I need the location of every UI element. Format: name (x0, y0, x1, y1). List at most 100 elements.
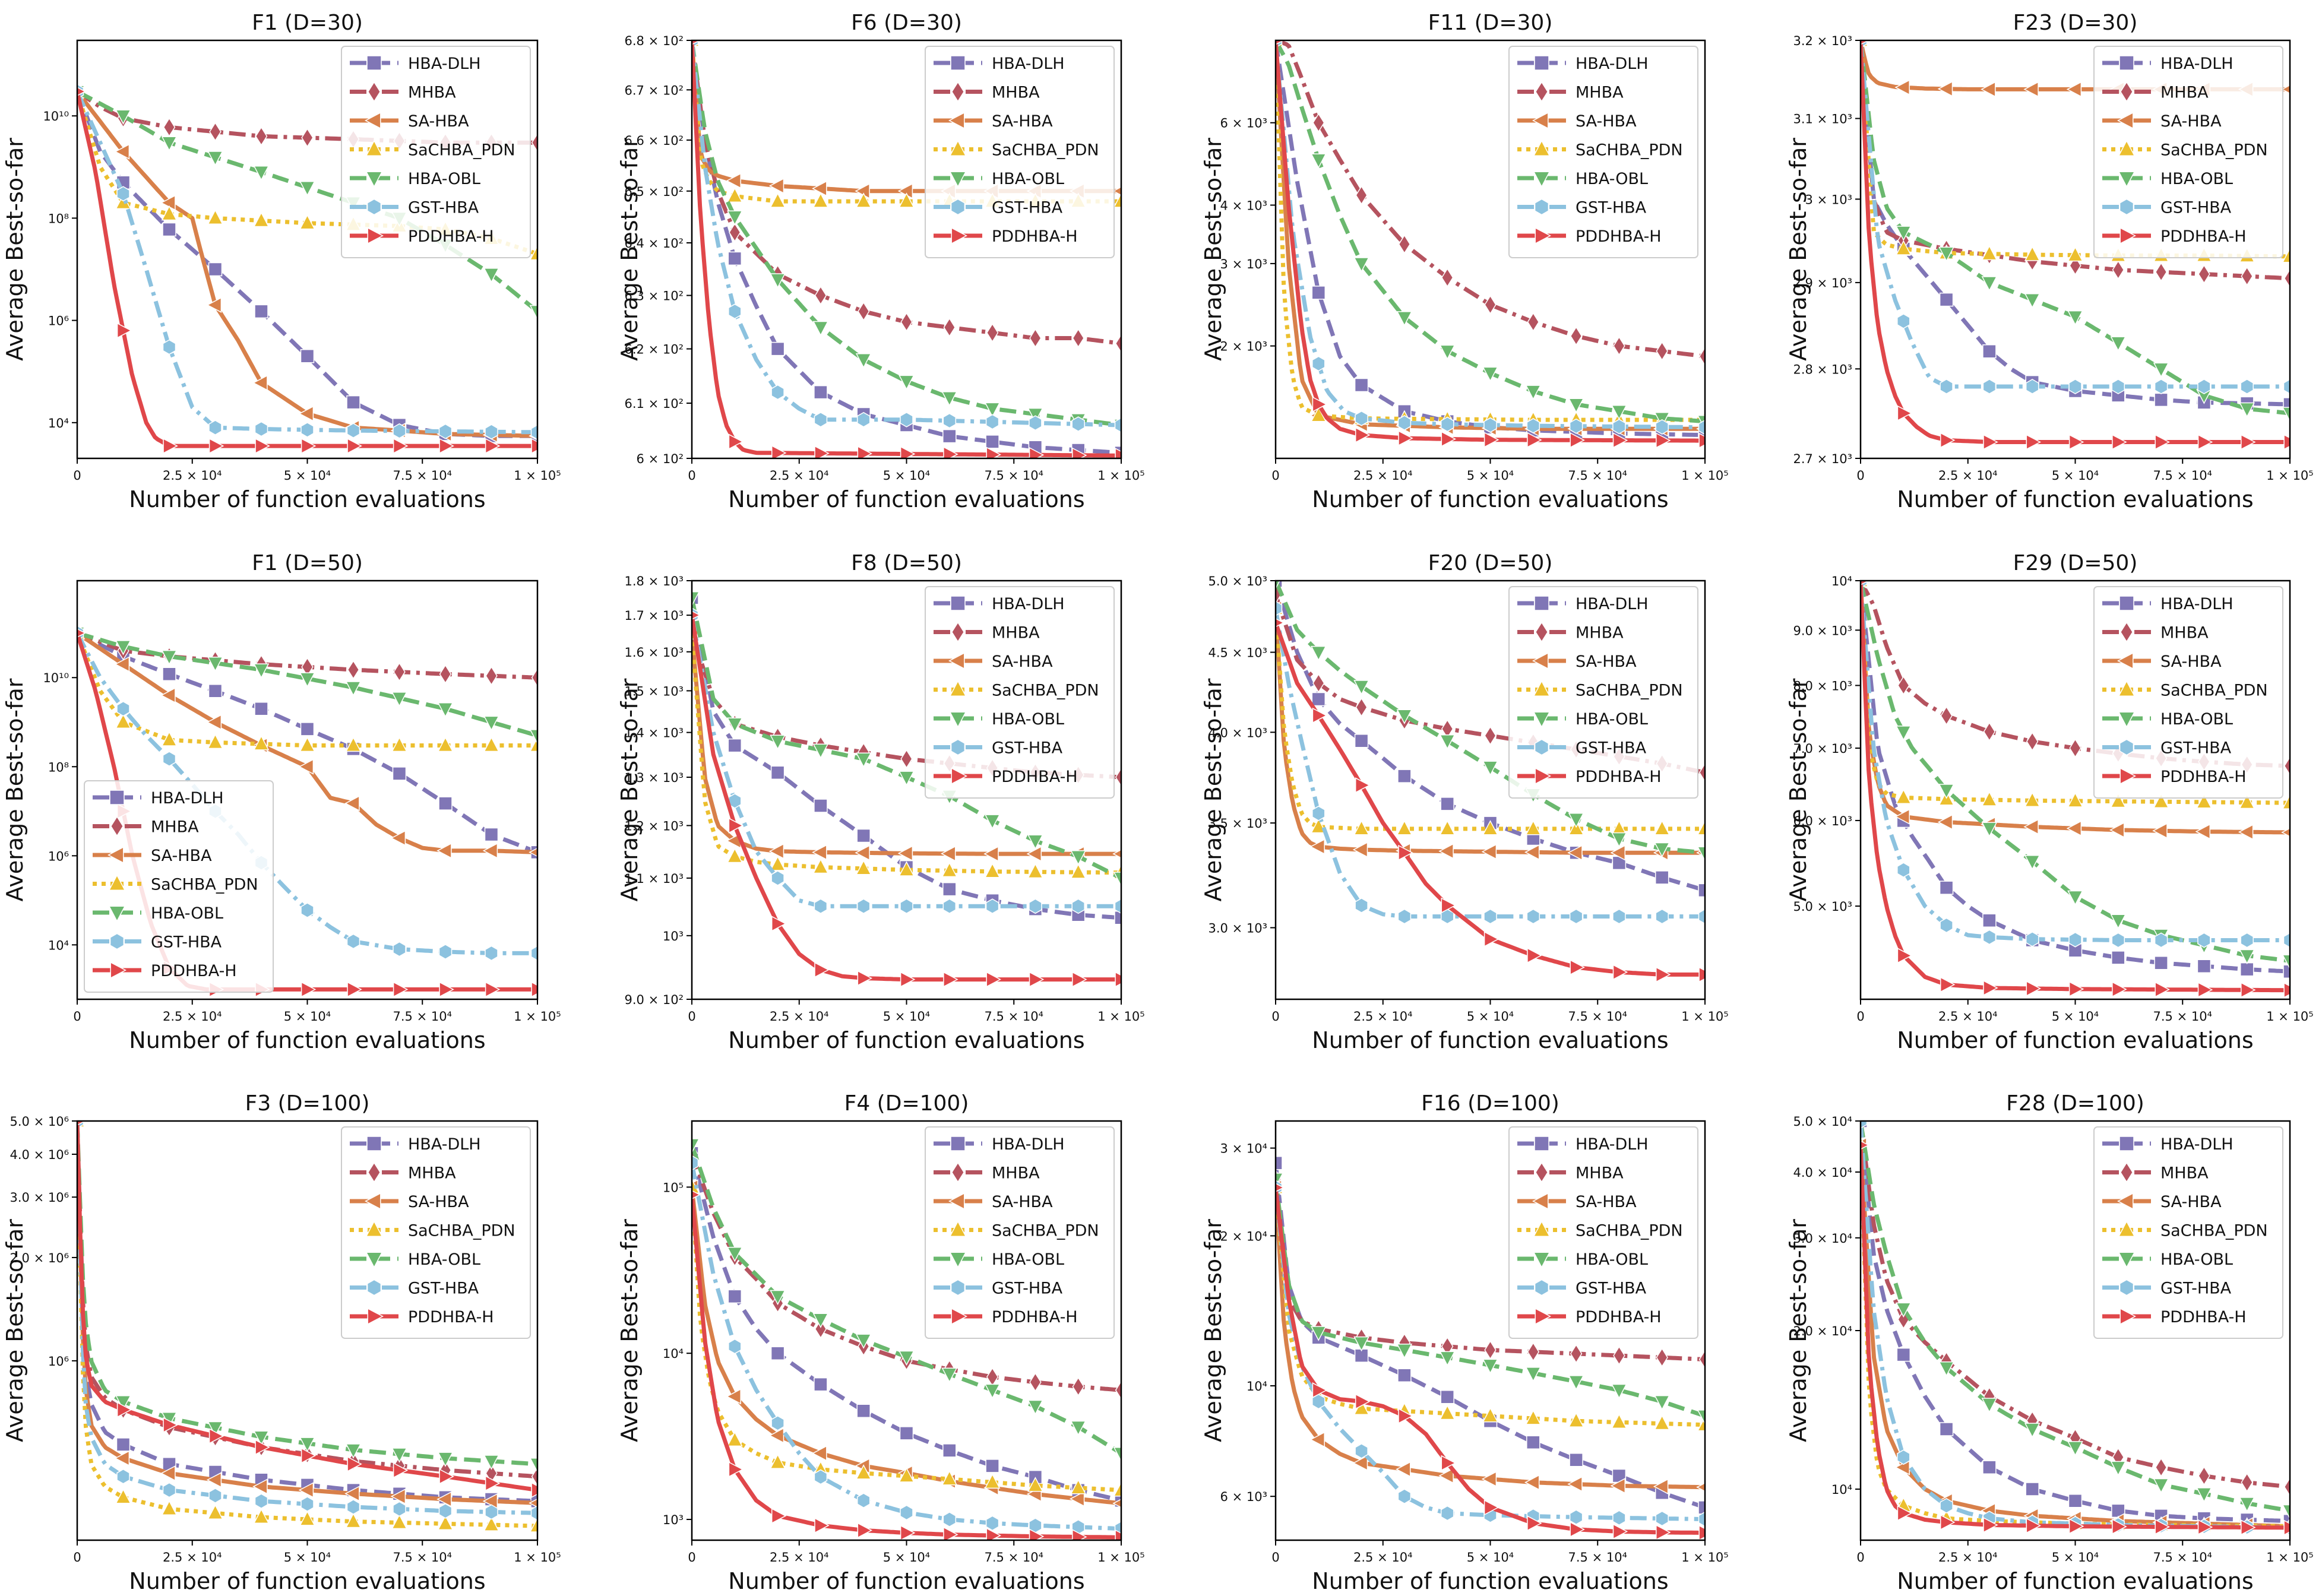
series-marker-gst-hba (1698, 908, 1705, 924)
series-marker-sachba_pdn (941, 862, 958, 878)
legend-marker (1535, 767, 1552, 785)
series-marker-hba-obl (1276, 581, 1280, 590)
series-marker-gst-hba (728, 303, 742, 319)
series-marker-hba-dlh (727, 738, 742, 753)
series-line-hba-obl (692, 40, 1121, 428)
legend-label: SaCHBA_PDN (992, 141, 1099, 160)
legend-entry-sa-hba: SA-HBA (1517, 112, 1637, 131)
series-marker-sa-hba (298, 758, 314, 775)
legend-label: HBA-DLH (1576, 1135, 1649, 1154)
legend-entry-hba-dlh: HBA-DLH (934, 595, 1065, 613)
series-marker-mhba (986, 323, 999, 343)
series-marker-gst-hba (393, 423, 406, 439)
y-tick-label: 6.7 × 10² (625, 83, 684, 97)
y-tick-label: 1.5 × 10³ (625, 684, 684, 698)
series-marker-sachba_pdn (855, 192, 872, 208)
series-marker-pddhba-h (347, 981, 362, 998)
y-tick-label: 1.7 × 10³ (625, 609, 684, 623)
legend-label: SA-HBA (408, 1193, 469, 1211)
series-marker-sachba_pdn (770, 1454, 786, 1469)
series-marker-sachba_pdn (345, 1512, 362, 1528)
series-marker-pddhba-h (300, 1448, 317, 1464)
series-marker-pddhba-h (1656, 1524, 1671, 1540)
plot-frame (1274, 580, 1706, 1000)
series-marker-hba-obl (161, 136, 178, 152)
series-marker-sachba_pdn (483, 1516, 499, 1531)
series-marker-hba-dlh (1939, 881, 1954, 895)
series-marker-sa-hba (390, 1488, 406, 1505)
series-marker-gst-hba (346, 1499, 360, 1515)
plot-area (77, 81, 537, 454)
series-marker-mhba (2241, 266, 2253, 286)
legend-marker (1533, 711, 1551, 729)
series-marker-mhba (1029, 328, 1042, 348)
series-marker-sachba_pdn (726, 187, 743, 203)
legend-marker (366, 1136, 382, 1151)
series-marker-pddhba-h (1441, 1455, 1457, 1471)
series-marker-sa-hba (1026, 846, 1042, 862)
y-tick-label: 9.0 × 10² (625, 993, 684, 1007)
series-marker-sa-hba (1396, 1461, 1411, 1477)
y-axis-label: Average Best-so-far (1785, 1219, 1811, 1442)
series-marker-pddhba-h (2197, 1519, 2213, 1535)
series-marker-mhba (1527, 1342, 1540, 1362)
series-marker-hba-obl (483, 715, 499, 732)
series-marker-pddhba-h (2197, 434, 2213, 450)
series-marker-pddhba-h (1698, 432, 1705, 449)
legend-label: SA-HBA (1576, 1193, 1637, 1211)
series-line-hba-dlh (1276, 40, 1705, 438)
legend-entry-pddhba-h: PDDHBA-H (1517, 227, 1662, 246)
series-marker-gst-hba (438, 1503, 453, 1519)
series-marker-hba-obl (345, 681, 362, 696)
legend-entry-hba-dlh: HBA-DLH (934, 55, 1065, 73)
y-axis-label: Average Best-so-far (1200, 678, 1226, 901)
y-tick-label: 4.0 × 10⁴ (1793, 1166, 1852, 1180)
legend-entry-hba-dlh: HBA-DLH (2102, 595, 2234, 613)
series-line-mhba (1276, 1179, 1705, 1361)
series-marker-mhba (439, 664, 452, 684)
series-marker-sachba_pdn (1027, 1477, 1043, 1492)
series-marker-gst-hba (1526, 418, 1540, 434)
legend-label: SaCHBA_PDN (1576, 682, 1683, 700)
series-marker-sa-hba (206, 297, 222, 314)
series-marker-hba-dlh (438, 796, 453, 810)
series-marker-gst-hba (530, 945, 537, 961)
legend-marker (2119, 55, 2134, 71)
series-marker-sa-hba (1309, 838, 1325, 855)
legend-marker (1533, 140, 1551, 157)
series-marker-sachba_pdn (1525, 1410, 1542, 1425)
legend-label: SA-HBA (2160, 112, 2222, 131)
legend-label: GST-HBA (992, 1280, 1063, 1298)
legend-entry-mhba: MHBA (2102, 1161, 2209, 1183)
series-marker-mhba (1441, 268, 1454, 287)
legend: HBA-DLH MHBA SA-HBA SaCHBA_PDN HBA-OBL GST-HB… (84, 780, 274, 993)
y-tick-label: 10⁴ (48, 938, 69, 952)
series-marker-hba-obl (1482, 366, 1498, 382)
series-marker-sachba_pdn (770, 856, 786, 871)
y-tick-label: 6.6 × 10² (625, 134, 684, 148)
series-marker-sachba_pdn (483, 736, 499, 752)
series-marker-gst-hba (2154, 379, 2168, 394)
x-tick-label: 2.5 × 10⁴ (1938, 468, 1997, 483)
legend-entry-hba-dlh: HBA-DLH (1517, 55, 1649, 73)
series-marker-pddhba-h (692, 610, 701, 620)
series-marker-pddhba-h (485, 438, 501, 454)
y-tick-label: 1.1 × 10³ (625, 872, 684, 886)
legend-marker (950, 198, 966, 216)
series-marker-hba-obl (1353, 680, 1369, 695)
series-marker-pddhba-h (986, 446, 1001, 458)
legend-label: SaCHBA_PDN (151, 876, 258, 894)
series-marker-sachba_pdn (1654, 1414, 1671, 1430)
series-marker-pddhba-h (900, 971, 916, 987)
series-marker-mhba (1698, 762, 1705, 783)
series-marker-gst-hba (1612, 1510, 1626, 1526)
series-marker-hba-obl (726, 717, 743, 733)
series-line-gst-hba (1276, 1187, 1705, 1522)
legend-marker (364, 1192, 381, 1210)
series-marker-gst-hba (2240, 379, 2254, 394)
legend-entry-hba-dlh: HBA-DLH (2102, 55, 2234, 73)
series-marker-hba-obl (692, 591, 700, 607)
legend-label: PDDHBA-H (151, 962, 237, 980)
series-marker-mhba (255, 126, 268, 146)
series-marker-pddhba-h (1029, 446, 1045, 458)
